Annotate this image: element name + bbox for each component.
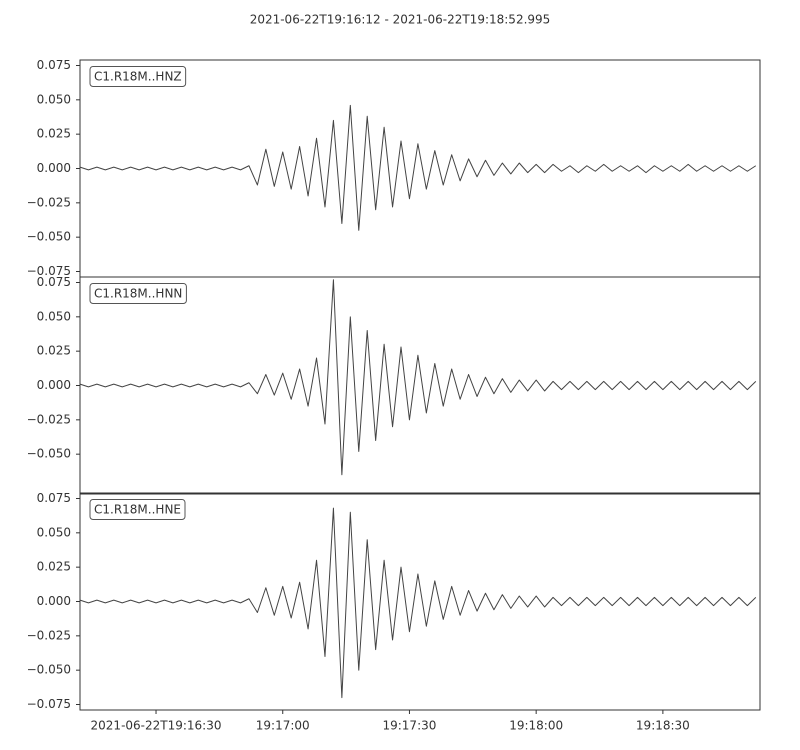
trace-label: C1.R18M..HNE xyxy=(89,499,186,520)
y-tick-label: 0.050 xyxy=(37,525,71,539)
y-tick-label: 0.075 xyxy=(37,275,71,289)
y-tick-label: −0.075 xyxy=(27,264,71,278)
y-tick-label: 0.025 xyxy=(37,560,71,574)
y-tick-label: −0.050 xyxy=(27,447,71,461)
x-tick-label: 19:17:00 xyxy=(256,719,310,733)
y-tick-label: 0.050 xyxy=(37,92,71,106)
waveform xyxy=(79,104,757,231)
y-tick-label: 0.000 xyxy=(37,378,71,392)
y-tick-label: 0.050 xyxy=(37,309,71,323)
y-tick-label: 0.075 xyxy=(37,58,71,72)
y-tick-label: −0.025 xyxy=(27,195,71,209)
trace-label-text: C1.R18M..HNZ xyxy=(94,70,182,84)
y-tick-label: −0.025 xyxy=(27,412,71,426)
trace-label-box xyxy=(89,66,187,87)
y-tick-label: −0.025 xyxy=(27,628,71,642)
x-tick-label: 19:17:30 xyxy=(382,719,436,733)
x-tick-label: 19:18:00 xyxy=(509,719,563,733)
y-tick-label: 0.000 xyxy=(37,161,71,175)
y-tick-label: 0.000 xyxy=(37,594,71,608)
trace-label-text: C1.R18M..HNN xyxy=(94,287,182,301)
x-tick-label: 19:18:30 xyxy=(636,719,690,733)
y-tick-label: −0.075 xyxy=(27,697,71,711)
trace-label: C1.R18M..HNN xyxy=(89,283,187,304)
waveform xyxy=(79,507,757,699)
y-tick-label: 0.025 xyxy=(37,344,71,358)
y-tick-label: −0.050 xyxy=(27,663,71,677)
trace-label-box xyxy=(89,283,187,304)
chart-title: 2021-06-22T19:16:12 - 2021-06-22T19:18:5… xyxy=(250,13,551,27)
waveform xyxy=(79,279,757,476)
y-tick-label: −0.050 xyxy=(27,230,71,244)
y-tick-label: 0.025 xyxy=(37,127,71,141)
x-tick-label: 2021-06-22T19:16:30 xyxy=(91,719,222,733)
trace-label-text: C1.R18M..HNE xyxy=(94,503,181,517)
trace-label-box xyxy=(89,499,186,520)
trace-label: C1.R18M..HNZ xyxy=(89,66,187,87)
y-tick-label: 0.075 xyxy=(37,491,71,505)
